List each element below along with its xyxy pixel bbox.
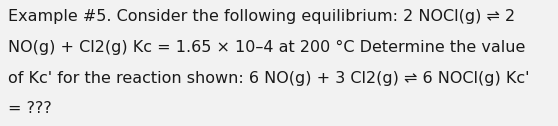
Text: = ???: = ??? bbox=[8, 101, 52, 116]
Text: Example #5. Consider the following equilibrium: 2 NOCl(g) ⇌ 2: Example #5. Consider the following equil… bbox=[8, 9, 516, 24]
Text: NO(g) + Cl2(g) Kc = 1.65 × 10–4 at 200 °C Determine the value: NO(g) + Cl2(g) Kc = 1.65 × 10–4 at 200 °… bbox=[8, 40, 526, 55]
Text: of Kc' for the reaction shown: 6 NO(g) + 3 Cl2(g) ⇌ 6 NOCl(g) Kc': of Kc' for the reaction shown: 6 NO(g) +… bbox=[8, 71, 530, 86]
